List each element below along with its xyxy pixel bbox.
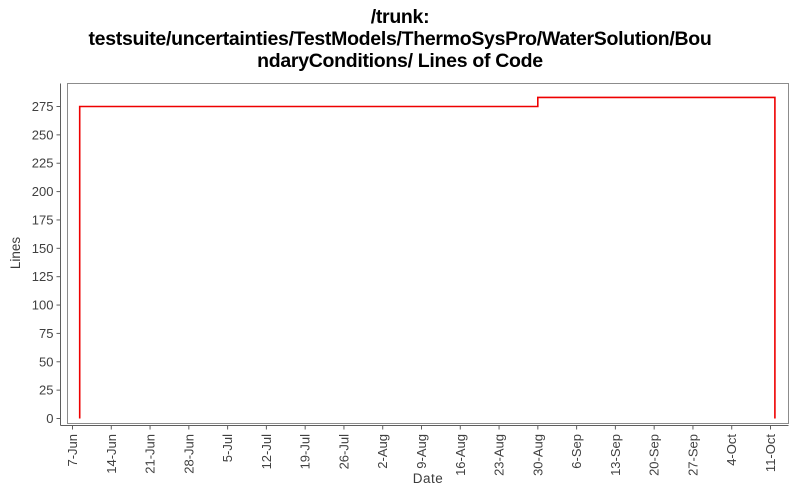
chart-title-line2: testsuite/uncertainties/TestModels/Therm… (88, 28, 712, 50)
loc-series-line (78, 96, 776, 419)
y-tick-label: 50 (39, 354, 53, 369)
x-tick-label: 7-Jun (65, 434, 80, 467)
x-tick-label: 26-Jul (336, 434, 351, 470)
x-tick-label: 20-Sep (647, 434, 662, 476)
x-tick-label: 21-Jun (143, 434, 158, 474)
y-tick-label: 0 (46, 411, 53, 426)
y-tick-label: 175 (32, 212, 54, 227)
x-tick-label: 5-Jul (220, 434, 235, 462)
chart-title-line1: /trunk: (370, 6, 430, 28)
y-tick-label: 225 (32, 156, 54, 171)
y-tick-label: 275 (32, 99, 54, 114)
y-tick-label: 75 (39, 326, 53, 341)
x-axis-label: Date (412, 471, 444, 486)
plot-frame (67, 83, 789, 424)
x-tick-label: 14-Jun (104, 434, 119, 474)
x-tick-label: 23-Aug (492, 434, 507, 476)
x-tick-label: 27-Sep (685, 434, 700, 476)
y-tick-label: 25 (39, 383, 53, 398)
x-tick-label: 9-Aug (414, 434, 429, 469)
x-tick-label: 28-Jun (181, 434, 196, 474)
y-tick-label: 250 (32, 127, 54, 142)
x-tick-label: 16-Aug (453, 434, 468, 476)
x-tick-label: 2-Aug (375, 434, 390, 469)
x-tick-label: 11-Oct (763, 434, 778, 472)
x-tick-label: 13-Sep (608, 434, 623, 476)
x-tick-label: 4-Oct (724, 434, 739, 466)
chart-title-line3: ndaryConditions/ Lines of Code (257, 50, 543, 72)
x-tick-label: 30-Aug (530, 434, 545, 476)
y-tick-label: 200 (32, 184, 54, 199)
y-tick-label: 150 (32, 241, 54, 256)
y-tick-label: 125 (32, 269, 54, 284)
x-tick-label: 6-Sep (569, 434, 584, 469)
x-tick-label: 19-Jul (298, 434, 313, 470)
y-axis-label: Lines (8, 236, 23, 270)
y-tick-label: 100 (32, 298, 54, 313)
chart-title: /trunk: testsuite/uncertainties/TestMode… (0, 6, 800, 72)
x-tick-label: 12-Jul (259, 434, 274, 470)
